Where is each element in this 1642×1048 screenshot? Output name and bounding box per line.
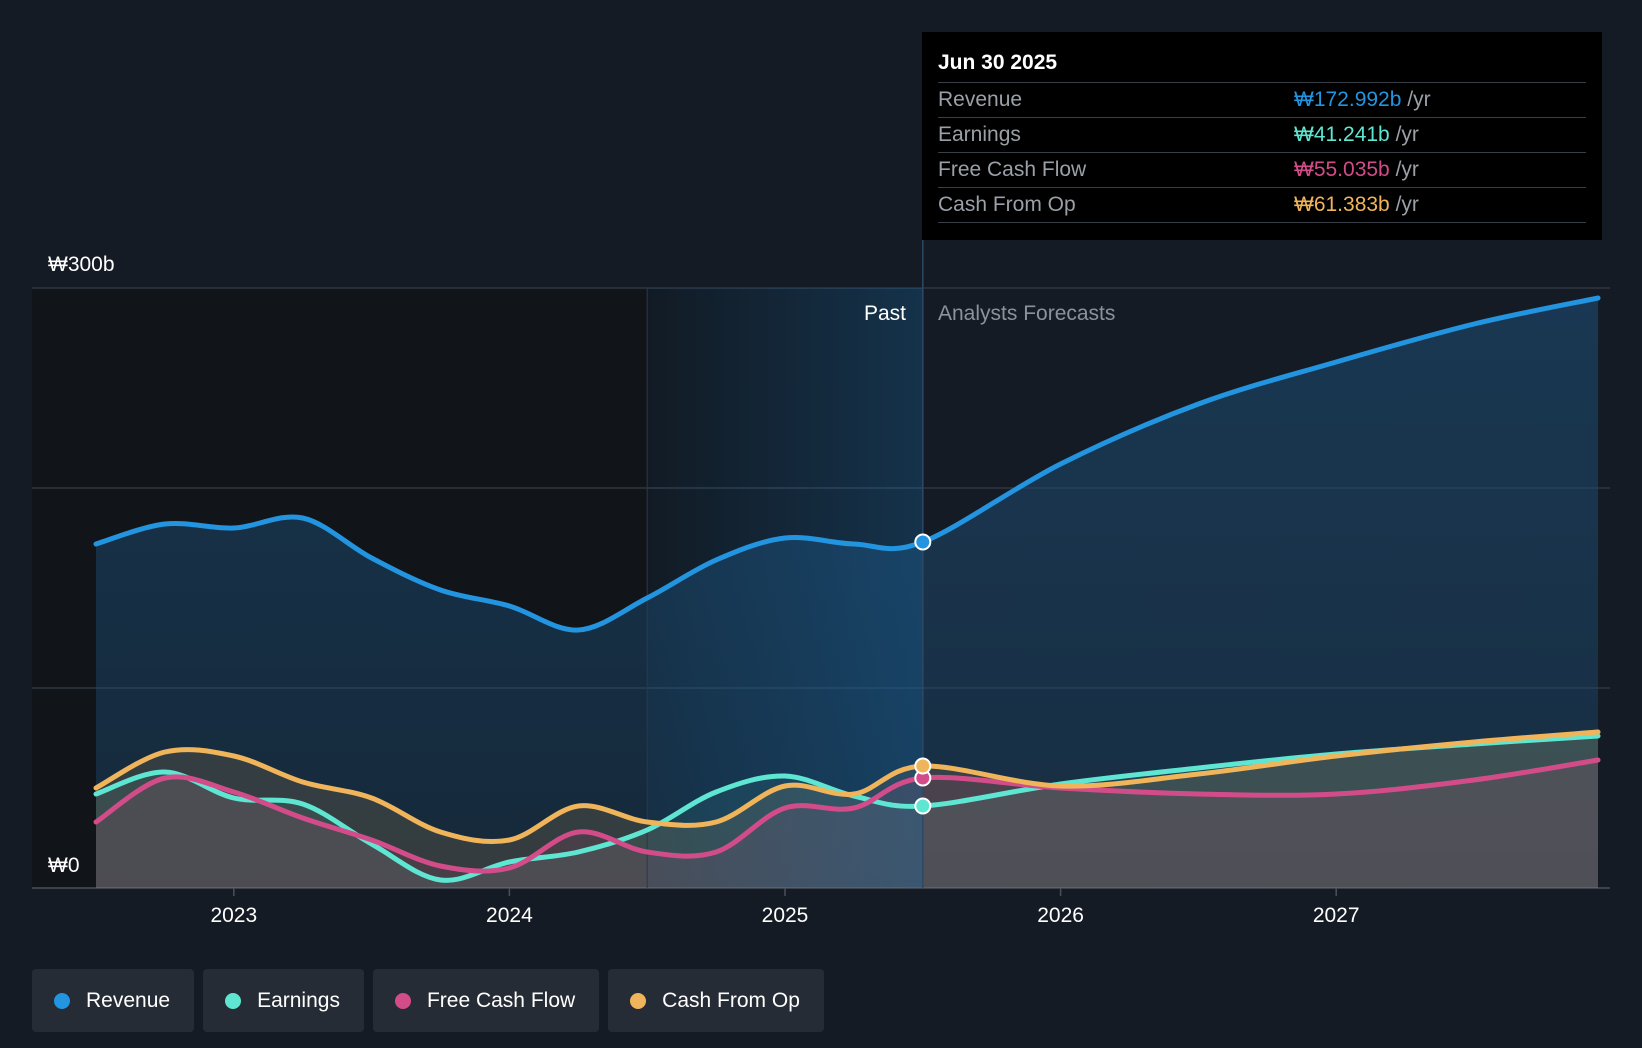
series-lines bbox=[93, 295, 1601, 883]
tooltip-label: Earnings bbox=[938, 123, 1021, 146]
legend: Revenue Earnings Free Cash Flow Cash Fro… bbox=[32, 969, 824, 1032]
legend-item-cash-from-op[interactable]: Cash From Op bbox=[608, 969, 824, 1032]
legend-dot-icon bbox=[54, 992, 70, 1009]
legend-dot-icon bbox=[394, 992, 411, 1009]
legend-dot-icon bbox=[630, 992, 647, 1009]
forecast-label: Analysts Forecasts bbox=[938, 302, 1115, 325]
y-label-bottom: ₩0 bbox=[48, 854, 80, 877]
tooltip-value: ₩61.383b /yr bbox=[1294, 193, 1419, 216]
tooltip-label: Revenue bbox=[938, 88, 1023, 111]
tooltip-row-free-cash-flow: Free Cash Flow ₩55.035b /yr bbox=[938, 153, 1586, 188]
legend-label: Earnings bbox=[257, 988, 340, 1012]
hover-markers bbox=[914, 533, 932, 815]
tooltip-row-revenue: Revenue ₩172.992b /yr bbox=[938, 83, 1586, 118]
tooltip-value: ₩55.035b /yr bbox=[1294, 158, 1419, 181]
tooltip-value: ₩41.241b /yr bbox=[1294, 123, 1419, 146]
tooltip-date: Jun 30 2025 bbox=[938, 48, 1586, 83]
legend-item-revenue[interactable]: Revenue bbox=[32, 969, 195, 1032]
x-axis-ticks: 2023 2024 2025 2026 2027 bbox=[210, 888, 1360, 927]
x-tick-label: 2027 bbox=[1313, 904, 1360, 927]
x-tick-label: 2024 bbox=[486, 904, 533, 927]
legend-label: Cash From Op bbox=[662, 988, 800, 1012]
earnings-line bbox=[93, 733, 1601, 883]
legend-dot-icon bbox=[225, 992, 242, 1009]
past-highlight-region bbox=[647, 288, 923, 888]
tooltip-value: ₩172.992b /yr bbox=[1294, 88, 1431, 111]
tooltip-label: Free Cash Flow bbox=[938, 158, 1087, 181]
y-label-top: ₩300b bbox=[48, 253, 115, 276]
past-label: Past bbox=[864, 302, 906, 325]
tooltip-row-earnings: Earnings ₩41.241b /yr bbox=[938, 118, 1586, 153]
legend-item-earnings[interactable]: Earnings bbox=[203, 969, 364, 1032]
tooltip-row-cash-from-op: Cash From Op ₩61.383b /yr bbox=[938, 188, 1586, 223]
legend-item-free-cash-flow[interactable]: Free Cash Flow bbox=[372, 969, 600, 1032]
x-tick-label: 2026 bbox=[1037, 904, 1084, 927]
cash-from-op-line bbox=[93, 729, 1601, 845]
x-tick-label: 2025 bbox=[762, 904, 809, 927]
free-cash-flow-line bbox=[93, 757, 1601, 874]
earnings-marker bbox=[914, 797, 932, 815]
revenue-marker bbox=[914, 533, 932, 551]
x-tick-label: 2023 bbox=[210, 904, 257, 927]
tooltip: Jun 30 2025 Revenue ₩172.992b /yr Earnin… bbox=[922, 32, 1602, 240]
tooltip-label: Cash From Op bbox=[938, 193, 1076, 216]
revenue-line bbox=[93, 295, 1601, 633]
cash-from-op-marker bbox=[914, 757, 932, 775]
legend-label: Free Cash Flow bbox=[426, 988, 576, 1012]
legend-label: Revenue bbox=[86, 988, 171, 1012]
